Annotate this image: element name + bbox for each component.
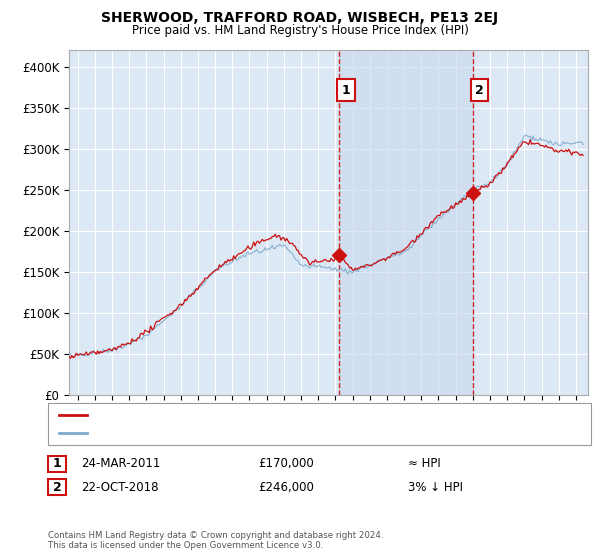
Text: 2: 2 — [53, 480, 61, 494]
Bar — [340, 50, 473, 395]
Text: Price paid vs. HM Land Registry's House Price Index (HPI): Price paid vs. HM Land Registry's House … — [131, 24, 469, 36]
Text: 3% ↓ HPI: 3% ↓ HPI — [408, 480, 463, 494]
Text: SHERWOOD, TRAFFORD ROAD, WISBECH, PE13 2EJ: SHERWOOD, TRAFFORD ROAD, WISBECH, PE13 2… — [101, 11, 499, 25]
Text: HPI: Average price, detached house, Fenland: HPI: Average price, detached house, Fenl… — [93, 428, 327, 438]
Text: 24-MAR-2011: 24-MAR-2011 — [81, 457, 160, 470]
Text: 1: 1 — [342, 83, 350, 96]
Text: SHERWOOD, TRAFFORD ROAD, WISBECH, PE13 2EJ (detached house): SHERWOOD, TRAFFORD ROAD, WISBECH, PE13 2… — [93, 410, 453, 420]
Text: Contains HM Land Registry data © Crown copyright and database right 2024.
This d: Contains HM Land Registry data © Crown c… — [48, 530, 383, 550]
Text: 2: 2 — [475, 83, 484, 96]
Text: 1: 1 — [53, 457, 61, 470]
Text: ≈ HPI: ≈ HPI — [408, 457, 441, 470]
Text: £246,000: £246,000 — [258, 480, 314, 494]
Text: £170,000: £170,000 — [258, 457, 314, 470]
Text: 22-OCT-2018: 22-OCT-2018 — [81, 480, 158, 494]
